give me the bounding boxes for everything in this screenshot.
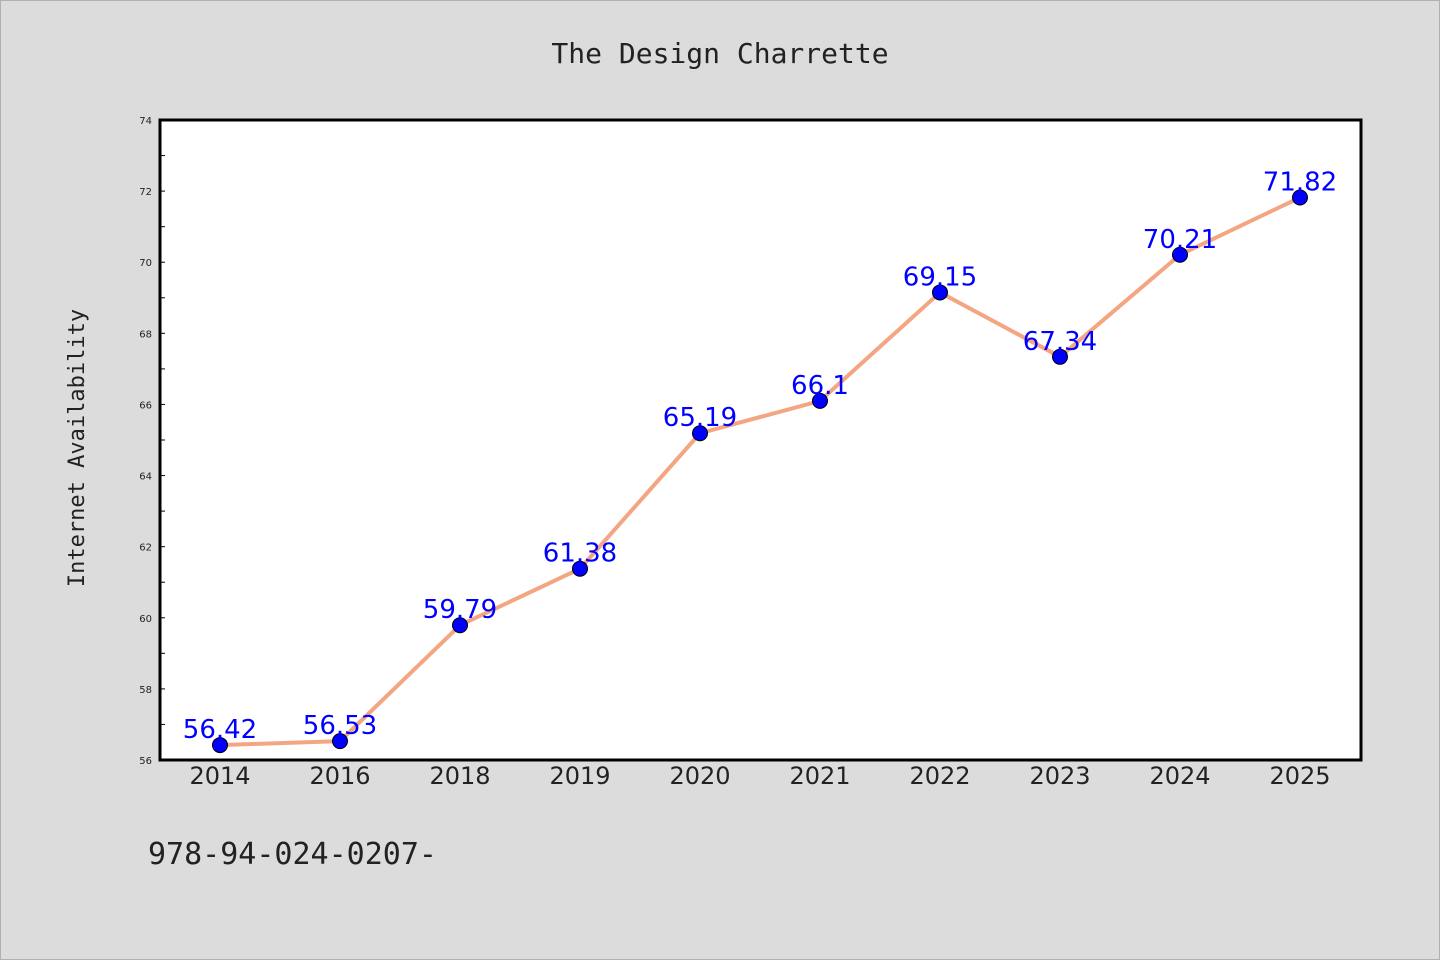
y-axis-label: Internet Availability bbox=[65, 309, 90, 587]
data-point-4 bbox=[692, 425, 708, 442]
x-tick-label-6: 2022 bbox=[909, 762, 970, 790]
x-tick-label-1: 2016 bbox=[309, 762, 370, 790]
data-label-3: 61.38 bbox=[543, 539, 617, 569]
y-tick-label-7: 70 bbox=[139, 258, 152, 269]
x-tick-label-9: 2025 bbox=[1269, 762, 1330, 790]
series-line bbox=[219, 195, 1301, 748]
y-tick-label-6: 68 bbox=[139, 329, 152, 340]
data-label-2: 59.79 bbox=[423, 595, 497, 625]
data-point-5 bbox=[812, 392, 828, 409]
data-label-1: 56.53 bbox=[303, 711, 377, 741]
data-point-2 bbox=[452, 617, 468, 634]
x-tick-label-8: 2024 bbox=[1149, 762, 1210, 790]
y-tick-label-8: 72 bbox=[139, 187, 152, 198]
data-label-4: 65.19 bbox=[663, 403, 737, 433]
data-point-7 bbox=[1052, 348, 1068, 365]
data-point-8 bbox=[1172, 246, 1188, 263]
data-point-0 bbox=[212, 737, 228, 754]
x-tick-label-2: 2018 bbox=[429, 762, 490, 790]
data-label-7: 67.34 bbox=[1023, 327, 1097, 357]
series-line-group bbox=[219, 195, 1301, 748]
x-tick-label-3: 2019 bbox=[549, 762, 610, 790]
data-point-3 bbox=[572, 560, 588, 577]
data-label-6: 69.15 bbox=[903, 262, 977, 292]
x-tick-label-7: 2023 bbox=[1029, 762, 1090, 790]
chart-title: The Design Charrette bbox=[551, 37, 888, 70]
y-tick-label-9: 74 bbox=[139, 116, 152, 127]
data-point-1 bbox=[332, 733, 348, 750]
x-axis-ticks: 2014 2016 2018 2019 2020 2021 2022 2023 2024 2025 bbox=[189, 762, 1330, 790]
y-tick-label-1: 58 bbox=[139, 685, 152, 696]
data-point-group bbox=[212, 189, 1308, 754]
y-tick-label-0: 56 bbox=[139, 756, 152, 767]
x-tick-label-5: 2021 bbox=[789, 762, 850, 790]
data-label-0: 56.42 bbox=[183, 715, 257, 745]
data-label-9: 71.82 bbox=[1263, 168, 1337, 198]
x-tick-label-0: 2014 bbox=[189, 762, 250, 790]
data-point-9 bbox=[1292, 189, 1308, 206]
y-tick-label-2: 60 bbox=[139, 614, 152, 625]
footer-isbn-text: 978-94-024-0207- bbox=[148, 837, 437, 872]
y-axis-ticks: 56 58 60 62 64 66 68 70 72 74 bbox=[139, 116, 165, 767]
y-tick-label-5: 66 bbox=[139, 400, 152, 411]
x-tick-label-4: 2020 bbox=[669, 762, 730, 790]
data-point-6 bbox=[932, 284, 948, 301]
data-label-group: 56.42 56.53 59.79 61.38 65.19 66.1 69.15 67.34 7… bbox=[183, 168, 1337, 746]
y-tick-label-3: 62 bbox=[139, 543, 152, 554]
plot-area bbox=[158, 118, 1363, 762]
y-tick-label-4: 64 bbox=[139, 472, 152, 483]
data-label-8: 70.21 bbox=[1143, 225, 1217, 255]
data-label-5: 66.1 bbox=[791, 371, 849, 401]
